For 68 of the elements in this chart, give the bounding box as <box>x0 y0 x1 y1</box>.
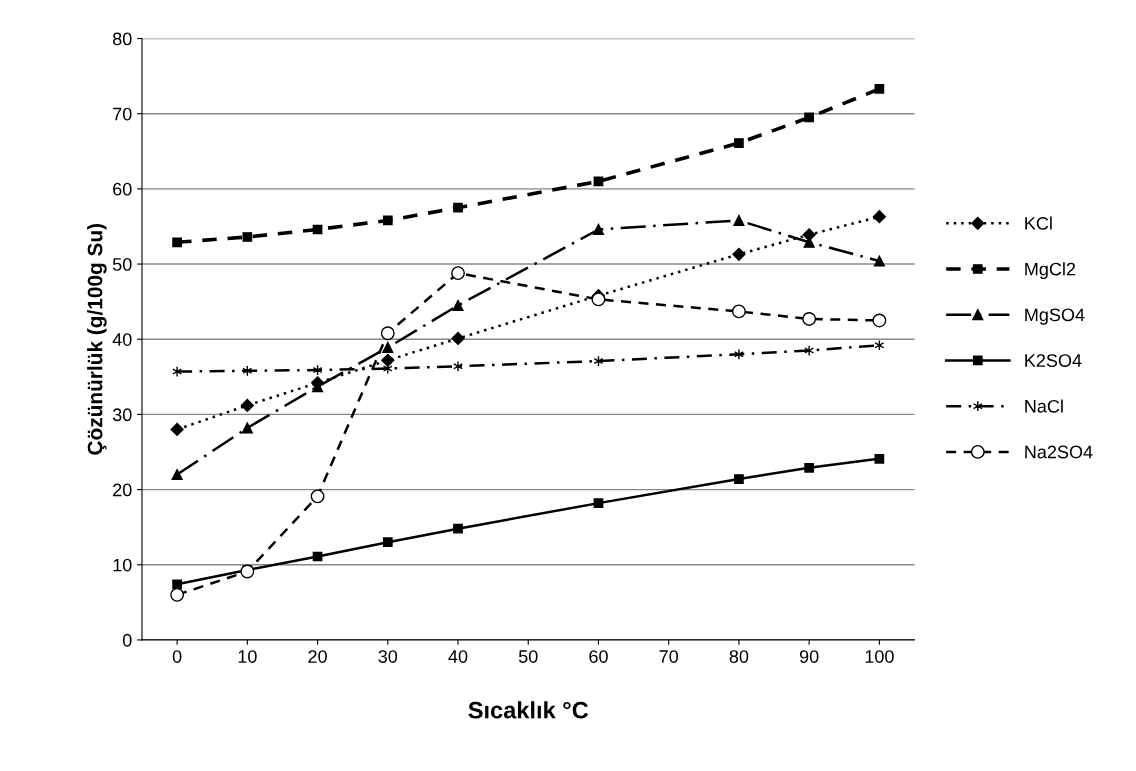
y-tick-label: 70 <box>113 107 132 121</box>
point <box>452 299 464 311</box>
x-tick-label: 0 <box>172 650 182 663</box>
x-tick-label: 80 <box>729 650 749 663</box>
point <box>380 326 395 341</box>
point <box>873 255 885 267</box>
y-tick-label: 50 <box>112 258 132 271</box>
legend-label: Na2SO4 <box>1025 445 1093 459</box>
point <box>240 564 255 579</box>
point <box>240 398 254 412</box>
point <box>172 237 182 248</box>
point <box>451 266 465 281</box>
x-tick-label: 40 <box>448 650 468 663</box>
x-tick-label: 30 <box>378 650 398 663</box>
point <box>381 353 395 367</box>
x-tick-label: 60 <box>589 650 608 663</box>
point <box>802 311 817 326</box>
point <box>733 214 745 227</box>
x-tick-label: 20 <box>308 650 327 663</box>
point <box>804 462 815 473</box>
y-axis-title: Çözünürlük (g/100g Su) <box>87 223 107 455</box>
legend-label: KCl <box>1025 216 1052 230</box>
point <box>172 579 182 590</box>
point <box>310 489 325 504</box>
point <box>170 422 184 437</box>
y-tick-label: 20 <box>113 483 132 497</box>
point <box>382 215 393 226</box>
x-tick-label: 90 <box>799 650 819 663</box>
point <box>872 210 886 224</box>
point <box>453 202 463 213</box>
x-tick-label: 100 <box>865 650 894 663</box>
legend-label: K2SO4 <box>1025 354 1082 367</box>
point <box>731 304 746 319</box>
legend-label: NaCl <box>1025 399 1063 413</box>
point <box>804 112 815 123</box>
point <box>872 313 887 328</box>
point <box>172 366 183 378</box>
point <box>451 331 465 346</box>
y-tick-label: 40 <box>112 333 132 346</box>
point <box>874 453 885 464</box>
y-tick-label: 10 <box>113 558 132 572</box>
point <box>453 523 463 534</box>
point <box>591 292 606 307</box>
x-tick-label: 50 <box>518 650 538 663</box>
y-tick-label: 0 <box>122 633 132 647</box>
point <box>382 341 394 354</box>
x-tick-label: 10 <box>238 650 257 663</box>
x-axis-title: Sıcaklık °C <box>468 701 589 719</box>
x-tick-label: 70 <box>659 650 679 663</box>
point <box>734 348 744 360</box>
point <box>592 223 605 236</box>
point <box>734 138 744 148</box>
point <box>242 232 253 242</box>
point <box>732 247 746 261</box>
legend-label: MgCl2 <box>1025 262 1076 280</box>
point <box>874 84 885 94</box>
point <box>171 468 183 481</box>
y-tick-label: 80 <box>112 32 132 46</box>
point <box>382 537 393 548</box>
point <box>593 498 604 508</box>
y-tick-label: 60 <box>113 182 132 196</box>
legend-label: MgSO4 <box>1025 308 1085 325</box>
point <box>453 360 463 372</box>
point <box>170 587 185 602</box>
point <box>804 344 815 357</box>
y-tick-label: 30 <box>112 408 132 422</box>
point <box>241 422 253 434</box>
point <box>734 474 744 484</box>
